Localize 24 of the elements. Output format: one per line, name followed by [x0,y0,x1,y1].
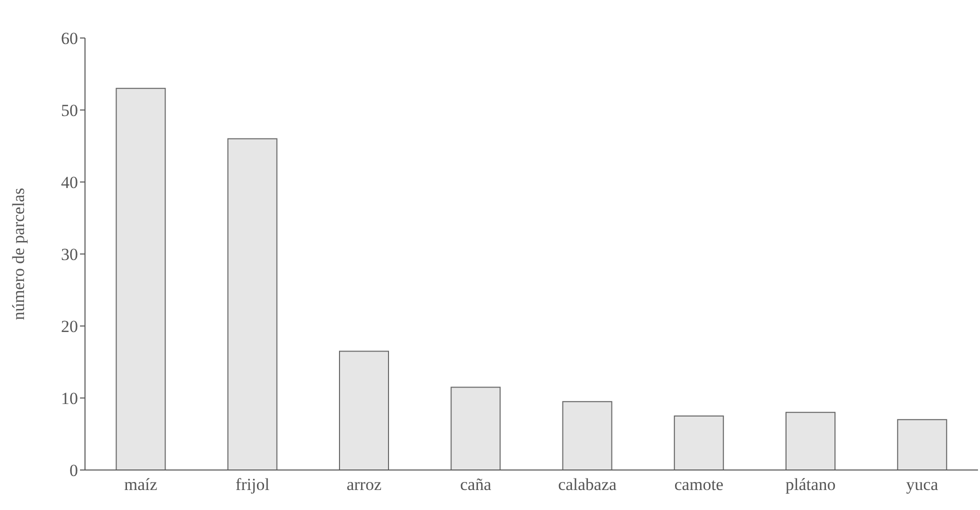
y-tick-label: 40 [61,173,78,192]
x-tick-label: calabaza [558,475,618,494]
y-tick-label: 50 [61,101,78,120]
bar [450,386,501,470]
y-tick-label: 10 [61,389,78,408]
bar [116,88,166,470]
x-tick-label: plátano [786,475,836,494]
bar [562,401,612,470]
y-tick-label: 60 [61,29,78,48]
bar [339,350,390,470]
bar [897,419,948,470]
y-tick-label: 20 [61,317,78,336]
x-tick-label: caña [460,475,492,494]
bar [227,138,278,470]
x-tick-label: maíz [124,475,158,494]
bar [786,412,836,470]
y-tick-label: 0 [70,461,78,480]
x-tick-label: frijol [235,475,270,494]
y-tick-label: 30 [61,245,78,264]
y-axis-title: número de parcelas [9,188,28,320]
x-tick-label: arroz [346,475,382,494]
bar [674,416,724,470]
x-tick-label: yuca [906,475,939,494]
x-tick-label: camote [674,475,724,494]
